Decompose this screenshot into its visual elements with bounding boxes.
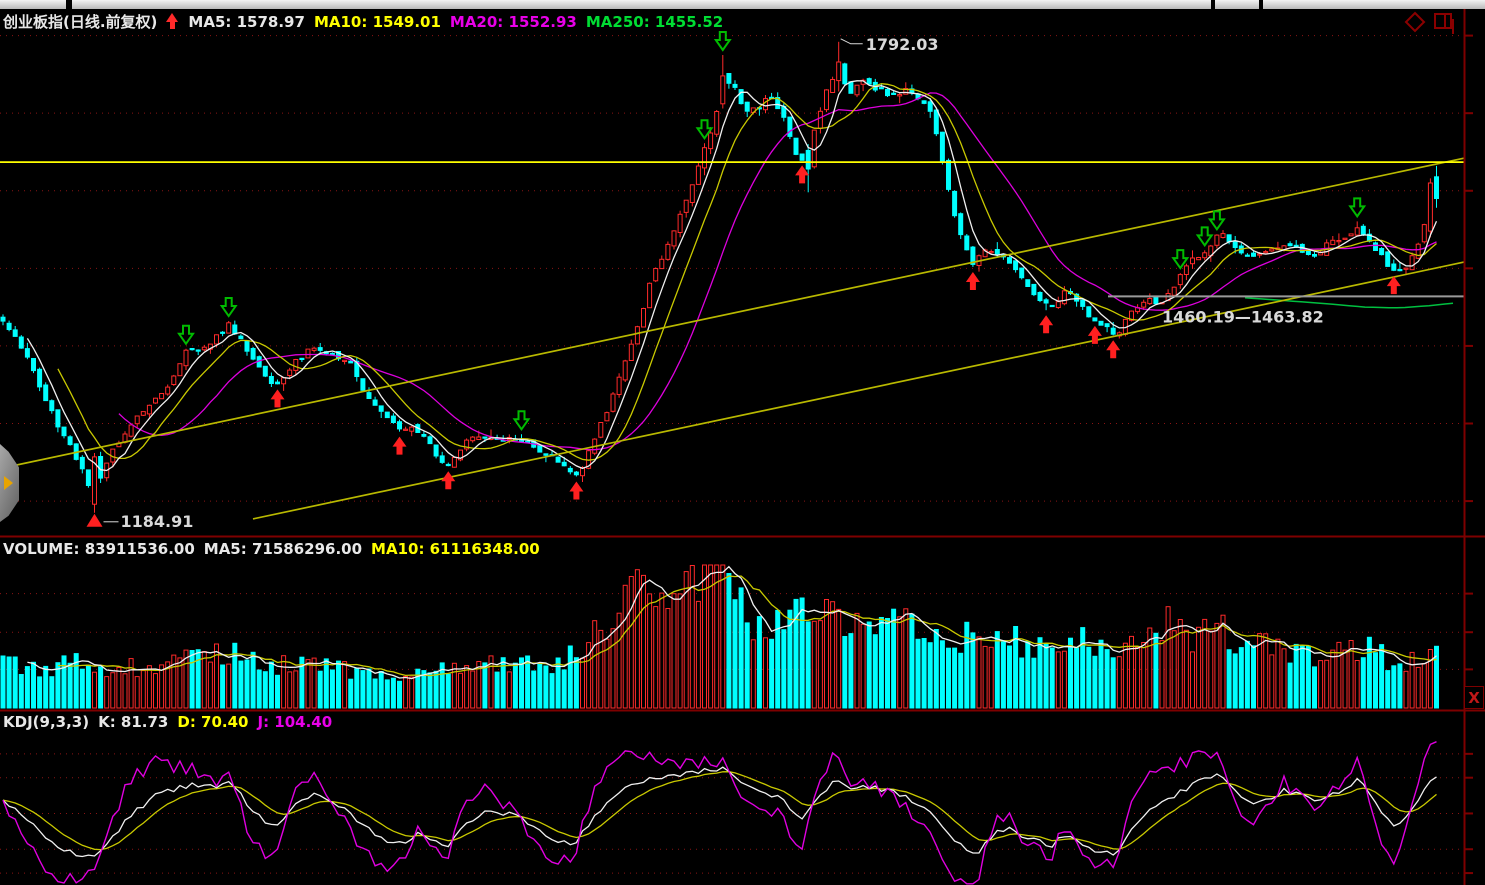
volume-ma5-line [27, 565, 1437, 680]
volume-ma10-value: MA10: 61116348.00 [371, 540, 540, 558]
sell-signal-arrow [1171, 249, 1190, 270]
buy-signal-arrow [1039, 315, 1054, 334]
peak-price-label: 1792.03 [866, 35, 939, 54]
ma10-value: MA10: 1549.01 [313, 12, 441, 31]
window-top-edge [0, 0, 1485, 9]
buy-signal-arrow [392, 436, 407, 455]
ma5-line [26, 80, 1438, 472]
buy-signal-arrow [795, 165, 810, 184]
volume-ma5-value: MA5: 71586296.00 [203, 540, 363, 558]
trough-price-label: 1184.91 [121, 512, 194, 531]
buy-signal-arrow [1087, 325, 1102, 344]
kdj-k-value: K: 81.73 [98, 713, 169, 731]
gap-range-label: 1460.19—1463.82 [1162, 308, 1324, 327]
ma250-value: MA250: 1455.52 [585, 12, 724, 31]
volume-ma10-line [57, 575, 1437, 677]
ma10-line [57, 83, 1437, 461]
kdj-k-line [2, 766, 1437, 858]
ma250-line [1244, 297, 1454, 309]
kdj-name: KDJ(9,3,3) [3, 713, 90, 731]
window-restore-icon[interactable] [1433, 11, 1457, 35]
diamond-icon[interactable] [1404, 11, 1426, 33]
buy-signal-arrow [965, 271, 980, 290]
trend-line[interactable] [0, 157, 1465, 470]
buy-signal-arrow [569, 481, 584, 500]
sell-signal-arrow [1195, 226, 1214, 248]
sell-signal-arrow [219, 297, 238, 318]
window-corner-icons [1404, 11, 1457, 35]
ma5-value: MA5: 1578.97 [188, 12, 305, 31]
price-gridlines [0, 34, 1473, 503]
buy-signal-arrow [1386, 276, 1401, 295]
sell-signal-arrow [1348, 197, 1367, 219]
instrument-title: 创业板指(日线.前复权) [3, 13, 158, 31]
buy-signal-arrow [1106, 340, 1121, 359]
volume-bars [0, 564, 1439, 709]
trough-marker [86, 513, 103, 527]
buy-signal-arrow [441, 471, 456, 490]
trend-line[interactable] [252, 261, 1465, 520]
candles [0, 41, 1439, 513]
expand-arrow-icon [4, 476, 13, 490]
sell-signal-arrow [512, 410, 531, 432]
kdj-d-line [2, 771, 1437, 851]
volume-value: VOLUME: 83911536.00 [3, 540, 195, 558]
top-edge-notch [1259, 0, 1263, 9]
ma20-value: MA20: 1552.93 [449, 12, 577, 31]
panel-expand-handle[interactable] [0, 444, 19, 522]
up-arrow-icon [166, 13, 179, 30]
peak-label-leader [840, 38, 863, 45]
kdj-j-value: J: 104.40 [257, 713, 333, 731]
indicator-close-button[interactable]: X [1464, 686, 1484, 709]
buy-signal-arrow [270, 389, 285, 408]
top-edge-notch [66, 0, 72, 9]
sell-signal-arrow [695, 119, 714, 141]
sell-signal-arrow [713, 30, 732, 52]
volume-pane-header: VOLUME: 83911536.00 MA5: 71586296.00 MA1… [3, 540, 540, 558]
top-edge-notch [1211, 0, 1215, 9]
sell-signal-arrow [177, 324, 195, 346]
kdj-j-line [2, 741, 1437, 885]
kdj-d-value: D: 70.40 [177, 713, 249, 731]
ma20-line [118, 92, 1437, 451]
main-chart-header: 创业板指(日线.前复权) MA5: 1578.97 MA10: 1549.01 … [3, 11, 723, 32]
kdj-pane-header: KDJ(9,3,3) K: 81.73 D: 70.40 J: 104.40 [3, 713, 332, 731]
sell-signal-arrow [1207, 210, 1226, 232]
